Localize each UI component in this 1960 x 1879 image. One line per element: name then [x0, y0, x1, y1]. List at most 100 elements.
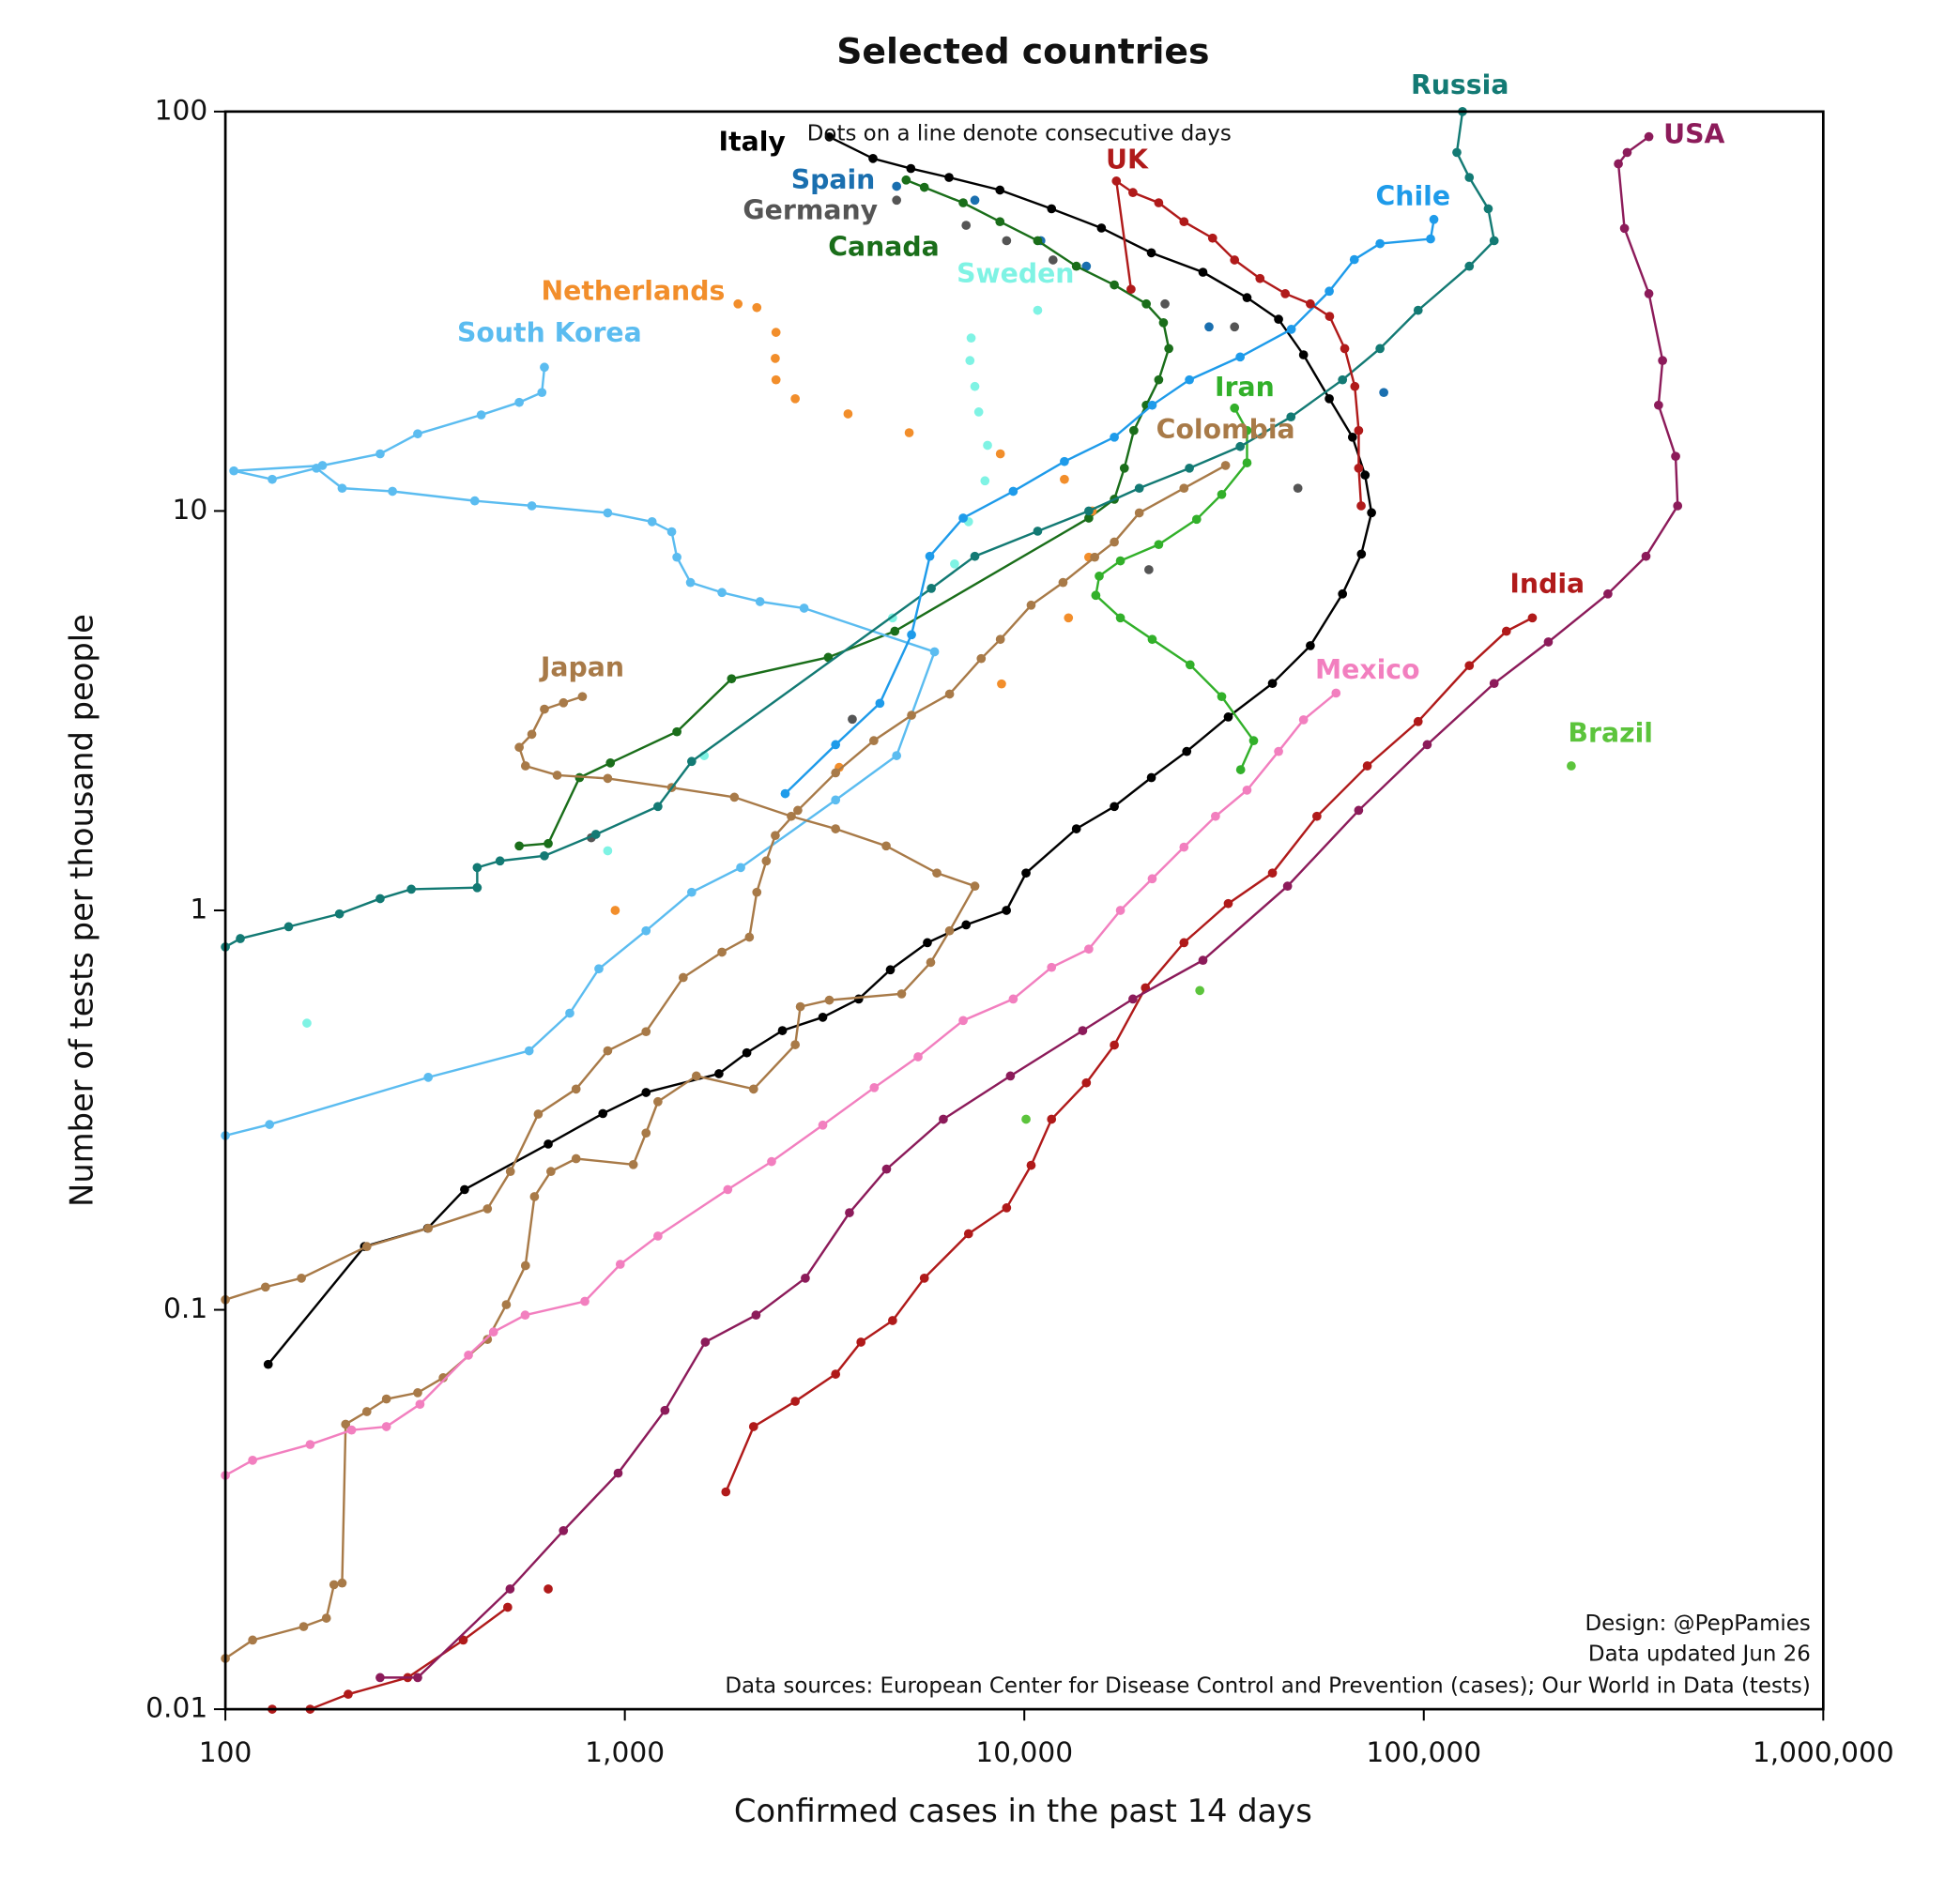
data-point	[334, 909, 345, 919]
data-point	[790, 1397, 801, 1406]
data-point	[302, 1018, 312, 1028]
series-label: South Korea	[457, 317, 642, 348]
data-point	[505, 1584, 515, 1594]
data-point	[970, 195, 980, 206]
data-point	[1306, 298, 1315, 309]
data-point	[1147, 400, 1157, 410]
data-point	[1464, 173, 1475, 182]
data-point	[346, 1425, 357, 1435]
data-point	[1267, 868, 1278, 878]
data-point	[1464, 261, 1475, 271]
data-point	[1047, 962, 1057, 972]
data-point	[1033, 305, 1043, 315]
data-point	[727, 674, 737, 684]
data-point	[598, 1108, 608, 1119]
data-point	[603, 846, 613, 856]
data-point	[1235, 765, 1246, 774]
data-point	[932, 868, 942, 878]
data-point	[983, 440, 992, 451]
data-point	[1483, 204, 1493, 214]
data-point	[944, 925, 955, 936]
data-point	[460, 1184, 469, 1195]
data-point	[265, 1120, 275, 1129]
x-tick-label: 1,000,000	[1753, 1735, 1894, 1768]
data-point	[524, 1046, 534, 1056]
data-point	[1248, 736, 1259, 746]
data-point	[388, 486, 397, 496]
data-point	[780, 788, 790, 799]
data-point	[1217, 692, 1227, 702]
data-point	[305, 1440, 315, 1449]
data-point	[1375, 238, 1385, 249]
data-point	[970, 881, 980, 892]
data-point	[1489, 236, 1499, 246]
data-point	[1179, 842, 1189, 852]
data-point	[1280, 289, 1291, 298]
data-point	[375, 894, 385, 904]
series-label: Netherlands	[541, 276, 725, 307]
data-point	[885, 965, 896, 975]
data-point	[559, 697, 569, 708]
data-point	[1347, 432, 1357, 442]
data-point	[686, 756, 697, 767]
data-point	[890, 626, 900, 636]
series-label: UK	[1106, 144, 1149, 175]
data-point	[1644, 131, 1654, 142]
data-point	[1354, 425, 1364, 435]
data-point	[1110, 280, 1119, 290]
data-point	[571, 1084, 581, 1094]
data-point	[1126, 284, 1136, 295]
data-point	[1146, 772, 1156, 783]
data-point	[1002, 906, 1012, 915]
data-point	[1298, 715, 1309, 725]
x-tick-label: 10,000	[975, 1735, 1073, 1768]
data-point	[1527, 613, 1538, 623]
data-point	[613, 1468, 623, 1478]
data-point	[381, 1394, 391, 1404]
data-point	[1026, 600, 1036, 610]
data-point	[1021, 868, 1031, 878]
data-point	[831, 740, 841, 750]
data-point	[1078, 1026, 1088, 1035]
data-point	[482, 1204, 493, 1214]
data-point	[1182, 746, 1192, 756]
x-tick-label: 100	[199, 1735, 253, 1768]
data-point	[672, 726, 681, 737]
data-point	[1274, 746, 1283, 756]
data-point	[686, 887, 697, 897]
chart-title: Selected countries	[836, 30, 1209, 71]
data-point	[406, 884, 416, 894]
data-point	[888, 1316, 897, 1325]
data-point	[1160, 298, 1170, 309]
data-point	[1154, 198, 1164, 207]
data-point	[907, 630, 916, 640]
data-point	[1002, 1203, 1012, 1213]
data-point	[944, 173, 954, 182]
data-point	[1191, 514, 1202, 525]
data-point	[831, 795, 841, 805]
data-point	[268, 474, 277, 484]
data-point	[641, 1128, 651, 1138]
data-point	[848, 714, 857, 725]
data-point	[1235, 352, 1246, 362]
data-point	[1147, 634, 1157, 645]
data-point	[799, 603, 809, 613]
data-point	[729, 792, 740, 802]
data-point	[995, 217, 1005, 227]
data-point	[1115, 556, 1125, 566]
data-point	[980, 476, 990, 486]
data-point	[1242, 425, 1252, 435]
series-label: Russia	[1411, 69, 1508, 100]
data-point	[1349, 254, 1359, 265]
data-point	[793, 805, 803, 816]
data-point	[1198, 955, 1208, 966]
series-line	[267, 135, 1373, 1366]
data-point	[818, 1013, 828, 1022]
series-line	[379, 135, 1679, 1679]
data-point	[1154, 374, 1164, 385]
data-point	[1164, 344, 1174, 354]
data-point	[869, 1082, 880, 1092]
data-point	[1673, 501, 1683, 511]
data-point	[413, 429, 422, 439]
